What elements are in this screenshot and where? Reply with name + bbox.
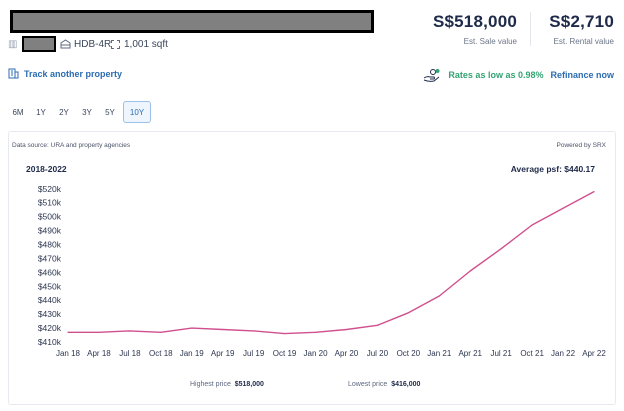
data-point — [469, 270, 471, 272]
track-label: Track another property — [24, 68, 123, 79]
period-10y-button[interactable]: 10Y — [123, 101, 151, 123]
sale-value: S$518,000 — [432, 12, 517, 31]
x-tick-label: Jul 20 — [367, 349, 389, 358]
x-tick-label: Jan 22 — [551, 349, 576, 358]
data-point — [98, 331, 100, 333]
x-tick-label: Oct 20 — [397, 349, 421, 358]
data-point — [129, 330, 131, 332]
hdb-icon — [60, 39, 71, 49]
area-icon — [111, 40, 120, 49]
redacted-address — [10, 10, 374, 33]
y-tick-label: $490k — [38, 226, 62, 236]
sale-value-block: S$518,000 Est. Sale value — [433, 12, 517, 46]
x-tick-label: Apr 19 — [211, 349, 235, 358]
data-point — [345, 328, 348, 331]
x-tick-label: Apr 22 — [582, 349, 606, 358]
price-series-line — [68, 190, 595, 335]
y-tick-label: $470k — [38, 253, 62, 263]
highest-price-value: $518,000 — [234, 381, 264, 388]
period-1y-button[interactable]: 1Y — [36, 107, 46, 117]
highest-price: Highest price $518,000 — [190, 381, 264, 388]
rental-value-block: S$2,710 Est. Rental value — [549, 12, 614, 46]
building-list-icon — [8, 68, 19, 79]
data-point — [67, 331, 69, 333]
track-another-property-link[interactable]: Track another property — [8, 68, 122, 79]
x-tick-label: Jul 21 — [490, 349, 512, 358]
y-tick-label: $480k — [38, 240, 62, 250]
data-point — [593, 190, 595, 193]
data-point — [253, 330, 255, 332]
sale-label: Est. Sale value — [463, 37, 517, 46]
y-tick-label: $430k — [38, 309, 62, 319]
data-point — [376, 324, 379, 326]
x-tick-label: Oct 18 — [149, 349, 173, 358]
price-line-chart: $410k $420k $430k $440k $450k $460k $470k $480k… — [38, 184, 607, 358]
data-point — [283, 333, 286, 335]
x-tick-label: Oct 19 — [273, 349, 297, 358]
lowest-price-value: $416,000 — [391, 381, 421, 388]
rental-value: S$2,710 — [549, 12, 614, 31]
value-divider — [530, 12, 531, 46]
y-tick-label: $440k — [38, 295, 62, 305]
data-point — [191, 327, 193, 329]
hand-coins-icon — [424, 69, 440, 82]
average-psf: Average psf: $440.17 — [510, 164, 595, 174]
data-point — [438, 295, 440, 297]
x-tick-label: Jul 18 — [119, 349, 141, 358]
rates-text: Rates as low as 0.98% — [448, 70, 544, 80]
data-point — [222, 328, 224, 331]
chart-title: 2018-2022 — [26, 164, 67, 174]
x-tick-label: Apr 18 — [87, 349, 111, 358]
y-tick-label: $460k — [38, 267, 62, 277]
y-tick-label: $510k — [38, 198, 62, 208]
building-icon: ▥ — [8, 39, 18, 50]
x-tick-label: Apr 21 — [458, 349, 482, 358]
x-tick-label: Jan 21 — [427, 349, 452, 358]
rental-label: Est. Rental value — [553, 37, 614, 46]
highest-price-label: Highest price — [190, 381, 231, 388]
x-tick-label: Jul 19 — [243, 349, 265, 358]
period-5y-button[interactable]: 5Y — [105, 107, 115, 117]
lowest-price-label: Lowest price — [348, 381, 388, 388]
x-tick-label: Jan 19 — [180, 349, 205, 358]
property-type: HDB-4R — [74, 39, 112, 50]
x-tick-label: Jan 20 — [304, 349, 329, 358]
data-point — [160, 331, 162, 333]
data-point — [562, 207, 564, 209]
refinance-now-link[interactable]: Refinance now — [550, 70, 614, 80]
powered-by: Powered by SRX — [556, 142, 607, 149]
x-tick-label: Apr 20 — [335, 349, 359, 358]
price-chart-card: $410k $420k $430k $440k $450k $460k $470k $480k… — [8, 131, 616, 405]
data-point — [500, 248, 502, 250]
property-size: 1,001 sqft — [124, 39, 168, 50]
y-tick-label: $520k — [38, 184, 62, 194]
y-tick-label: $450k — [38, 281, 62, 291]
data-source: Data source: URA and property agencies — [12, 142, 131, 149]
x-tick-label: Jan 18 — [56, 349, 81, 358]
period-6m-button[interactable]: 6M — [12, 107, 24, 117]
data-point — [531, 224, 533, 226]
period-selector: 6M 1Y 2Y 3Y 5Y 10Y — [8, 101, 151, 123]
lowest-price: Lowest price $416,000 — [348, 381, 420, 388]
y-tick-label: $420k — [38, 323, 62, 333]
period-2y-button[interactable]: 2Y — [59, 107, 69, 117]
y-tick-label: $500k — [38, 212, 62, 222]
y-tick-label: $410k — [38, 337, 62, 347]
redacted-unit — [22, 36, 56, 52]
data-point — [407, 312, 409, 314]
period-3y-button[interactable]: 3Y — [82, 107, 92, 117]
data-point — [314, 331, 317, 333]
x-tick-label: Oct 21 — [520, 349, 544, 358]
rates-banner: Rates as low as 0.98% Refinance now — [423, 68, 614, 82]
